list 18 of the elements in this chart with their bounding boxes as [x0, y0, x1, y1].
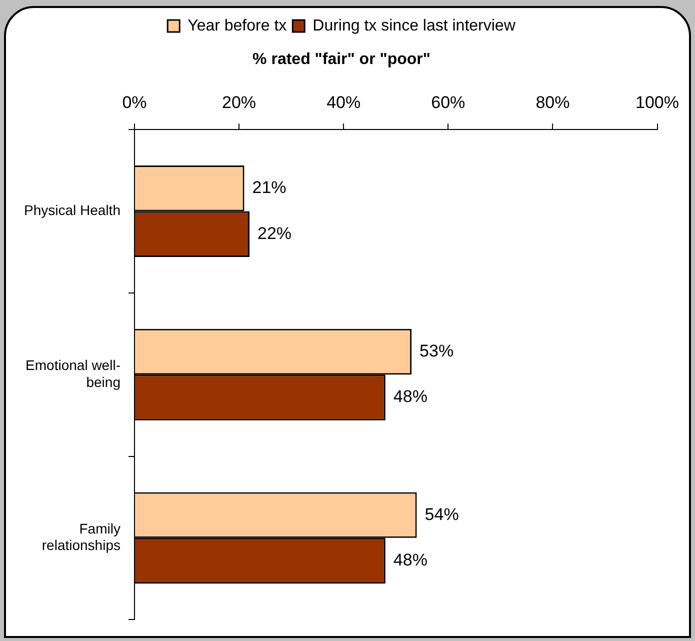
x-tick-label: 100%	[636, 93, 679, 112]
x-tick-label: 60%	[431, 93, 466, 112]
chart-title: % rated "fair" or "poor"	[252, 51, 430, 68]
x-tick-label: 20%	[222, 93, 256, 112]
data-label: 48%	[393, 550, 428, 570]
data-label: 53%	[420, 341, 454, 360]
x-tick-label: 80%	[536, 93, 570, 112]
legend-label: Year before tx	[188, 17, 287, 34]
x-tick-label: 40%	[326, 93, 361, 112]
legend-label: During tx since last interview	[312, 17, 516, 34]
data-label: 48%	[393, 387, 428, 406]
y-tick-label: Family relationships	[42, 520, 120, 554]
y-tick-label: Physical Health	[24, 202, 120, 218]
y-tick-label: Emotional well-being	[26, 357, 121, 390]
data-label: 54%	[424, 504, 459, 524]
data-label: 22%	[258, 224, 292, 243]
x-tick-label: 0%	[122, 93, 147, 112]
data-label: 21%	[252, 178, 286, 198]
